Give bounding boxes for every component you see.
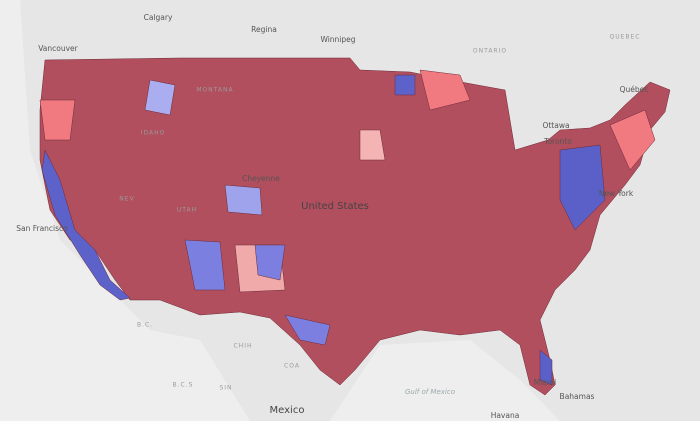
map-label: NEV [119,196,134,203]
map-label: UTAH [177,207,197,214]
map-label: COA [284,363,300,370]
map-label: MONTANA [196,87,233,94]
map-label: SIN [219,385,232,392]
map-label: Winnipeg [320,35,355,44]
map-label: Havana [491,411,520,420]
district-blue [559,144,606,231]
map-label: B.C. [137,322,153,329]
district-pink [419,69,471,111]
map-label: Gulf of Mexico [405,388,455,396]
district-blue [184,239,226,291]
districts [39,57,671,396]
map-label: Mexico [270,405,305,416]
map-label: Québec [620,85,649,94]
district-blue [394,74,416,96]
district-pink [609,109,656,171]
district-blue [254,244,286,281]
district-blue [224,184,263,216]
district-blue [539,349,553,386]
map-label: New York [599,189,634,198]
map-label: Calgary [144,13,173,22]
district-pink [39,99,76,141]
map-label: CHIH [234,343,253,350]
map-label: QUEBEC [609,34,640,41]
district-blue [41,149,131,301]
map-label: ONTARIO [473,48,507,55]
labels: Calgary Regina Winnipeg Vancouver ONTARIO QUE… [16,13,648,420]
district-blue [284,314,331,346]
map-label: San Francisco [16,224,68,233]
district-blue [144,79,176,116]
map-label: Cheyenne [242,174,280,183]
map-label: Miami [534,378,557,387]
map-label: B.C.S [173,382,194,389]
map-label: Regina [251,25,277,34]
map-label: Bahamas [560,392,595,401]
map-label: Vancouver [38,44,78,53]
map-label: IDAHO [141,130,166,137]
district-pink [359,129,386,161]
map-label: Ottawa [542,121,569,130]
map-label: Toronto [543,137,572,146]
map-label: United States [301,201,369,212]
